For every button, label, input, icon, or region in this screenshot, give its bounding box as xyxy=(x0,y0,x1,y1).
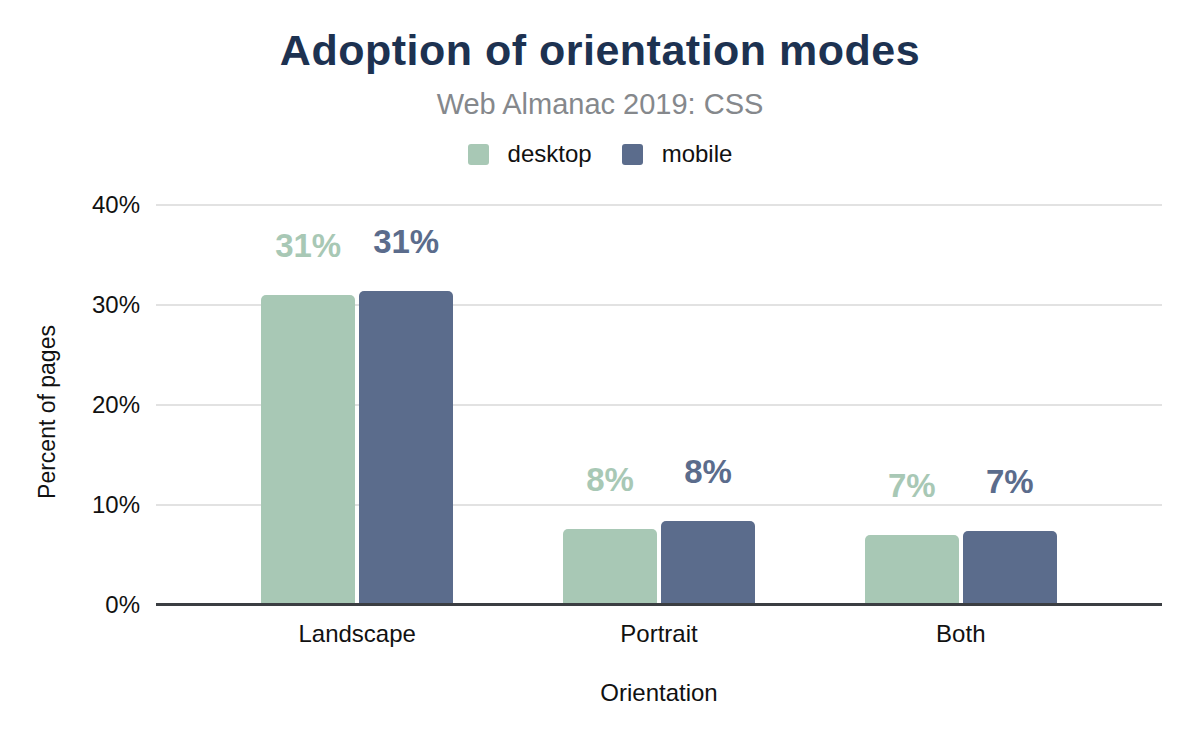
bar-value-label-desktop-landscape: 31% xyxy=(275,229,341,262)
bar-value-label-desktop-both: 7% xyxy=(888,469,936,502)
bar-cell-desktop-landscape: 31% xyxy=(261,229,355,605)
legend-label-mobile: mobile xyxy=(662,140,733,168)
y-tick-label-20%: 20% xyxy=(0,393,140,417)
bar-value-label-desktop-portrait: 8% xyxy=(586,463,634,496)
bar-value-label-mobile-both: 7% xyxy=(986,465,1034,498)
x-axis-baseline xyxy=(156,603,1162,606)
y-tick-label-0%: 0% xyxy=(0,593,140,617)
bar-cell-desktop-portrait: 8% xyxy=(563,463,657,605)
category-label-landscape: Landscape xyxy=(237,620,477,648)
bar-value-label-mobile-portrait: 8% xyxy=(684,455,732,488)
chart-canvas: Adoption of orientation modes Web Almana… xyxy=(0,0,1200,742)
bar-mobile-both xyxy=(963,531,1057,605)
bar-desktop-both xyxy=(865,535,959,605)
gridline-40% xyxy=(156,204,1162,206)
bar-mobile-portrait xyxy=(661,521,755,605)
chart-title: Adoption of orientation modes xyxy=(0,26,1200,75)
bar-cell-desktop-both: 7% xyxy=(865,469,959,605)
category-label-portrait: Portrait xyxy=(539,620,779,648)
legend-item-mobile: mobile xyxy=(622,140,733,168)
legend-swatch-mobile xyxy=(622,144,643,165)
legend-label-desktop: desktop xyxy=(508,140,592,168)
bar-group-both: 7% 7% xyxy=(865,465,1057,605)
x-axis-title: Orientation xyxy=(156,679,1162,707)
y-tick-label-10%: 10% xyxy=(0,493,140,517)
legend-item-desktop: desktop xyxy=(468,140,592,168)
y-tick-label-30%: 30% xyxy=(0,293,140,317)
bar-cell-mobile-landscape: 31% xyxy=(359,225,453,605)
plot-area: 31% 31% 8% 8% 7% 7% xyxy=(156,205,1162,605)
bar-group-portrait: 8% 8% xyxy=(563,455,755,605)
chart-subtitle: Web Almanac 2019: CSS xyxy=(0,88,1200,121)
bar-mobile-landscape xyxy=(359,291,453,605)
category-label-both: Both xyxy=(841,620,1081,648)
legend: desktop mobile xyxy=(0,140,1200,168)
bar-desktop-portrait xyxy=(563,529,657,605)
bar-cell-mobile-both: 7% xyxy=(963,465,1057,605)
y-tick-label-40%: 40% xyxy=(0,193,140,217)
legend-swatch-desktop xyxy=(468,144,489,165)
bar-cell-mobile-portrait: 8% xyxy=(661,455,755,605)
bar-group-landscape: 31% 31% xyxy=(261,225,453,605)
bar-value-label-mobile-landscape: 31% xyxy=(373,225,439,258)
bar-desktop-landscape xyxy=(261,295,355,605)
